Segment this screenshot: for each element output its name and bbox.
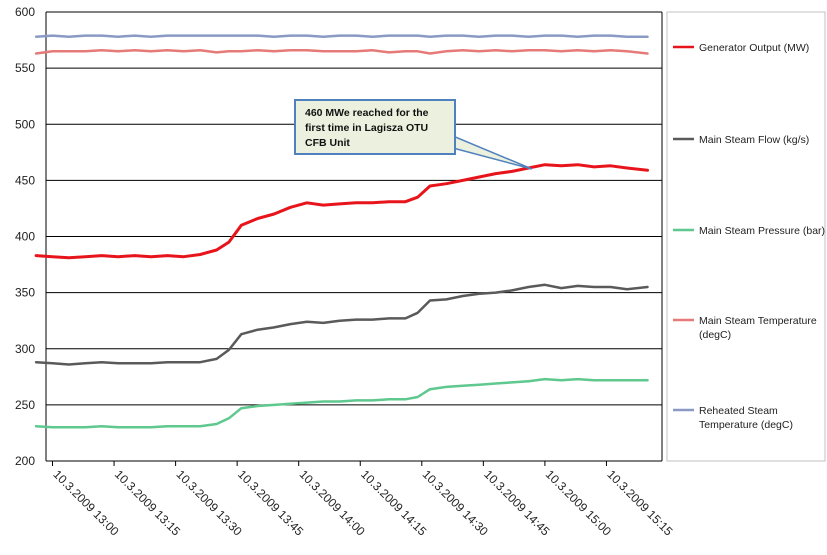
callout-box: [294, 99, 456, 155]
legend-label: Reheated Steam: [699, 405, 778, 417]
callout-text: first time in Lagisza OTU: [305, 122, 428, 134]
series-line-3: [34, 48, 649, 55]
x-tick-label: 10.3.2009 13:00: [50, 467, 121, 538]
y-tick-label: 300: [15, 342, 35, 356]
legend-label: Generator Output (MW): [699, 42, 809, 54]
legend-label: Temperature (degC): [699, 419, 793, 431]
y-tick-label: 500: [15, 117, 35, 131]
x-tick-label: 10.3.2009 13:15: [112, 467, 183, 538]
x-tick-label: 10.3.2009 15:00: [543, 467, 614, 538]
y-tick-label: 250: [15, 398, 35, 412]
y-tick-label: 200: [15, 454, 35, 468]
series-line-2: [34, 377, 649, 429]
callout-text: 460 MWe reached for the: [305, 107, 429, 119]
legend-label: Main Steam Temperature: [699, 315, 817, 327]
x-tick-label: 10.3.2009 15:15: [604, 467, 675, 538]
x-tick-label: 10.3.2009 13:45: [235, 467, 306, 538]
series-line-1: [34, 283, 649, 366]
callout-text: CFB Unit: [305, 137, 350, 149]
y-tick-label: 450: [15, 173, 35, 187]
series-line-0: [34, 163, 649, 260]
x-tick-label: 10.3.2009 14:15: [358, 467, 429, 538]
y-tick-label: 550: [15, 61, 35, 75]
legend-box: [666, 11, 826, 462]
x-tick-label: 10.3.2009 14:00: [297, 467, 368, 538]
legend-label: Main Steam Pressure (bar): [699, 225, 825, 237]
x-tick-label: 10.3.2009 14:45: [481, 467, 552, 538]
series-line-4: [34, 34, 649, 38]
y-tick-label: 350: [15, 286, 35, 300]
y-tick-label: 600: [15, 5, 35, 19]
y-tick-label: 400: [15, 230, 35, 244]
legend-label: Main Steam Flow (kg/s): [699, 134, 809, 146]
x-tick-label: 10.3.2009 14:30: [420, 467, 491, 538]
x-tick-label: 10.3.2009 13:30: [173, 467, 244, 538]
legend-label: (degC): [699, 329, 731, 341]
